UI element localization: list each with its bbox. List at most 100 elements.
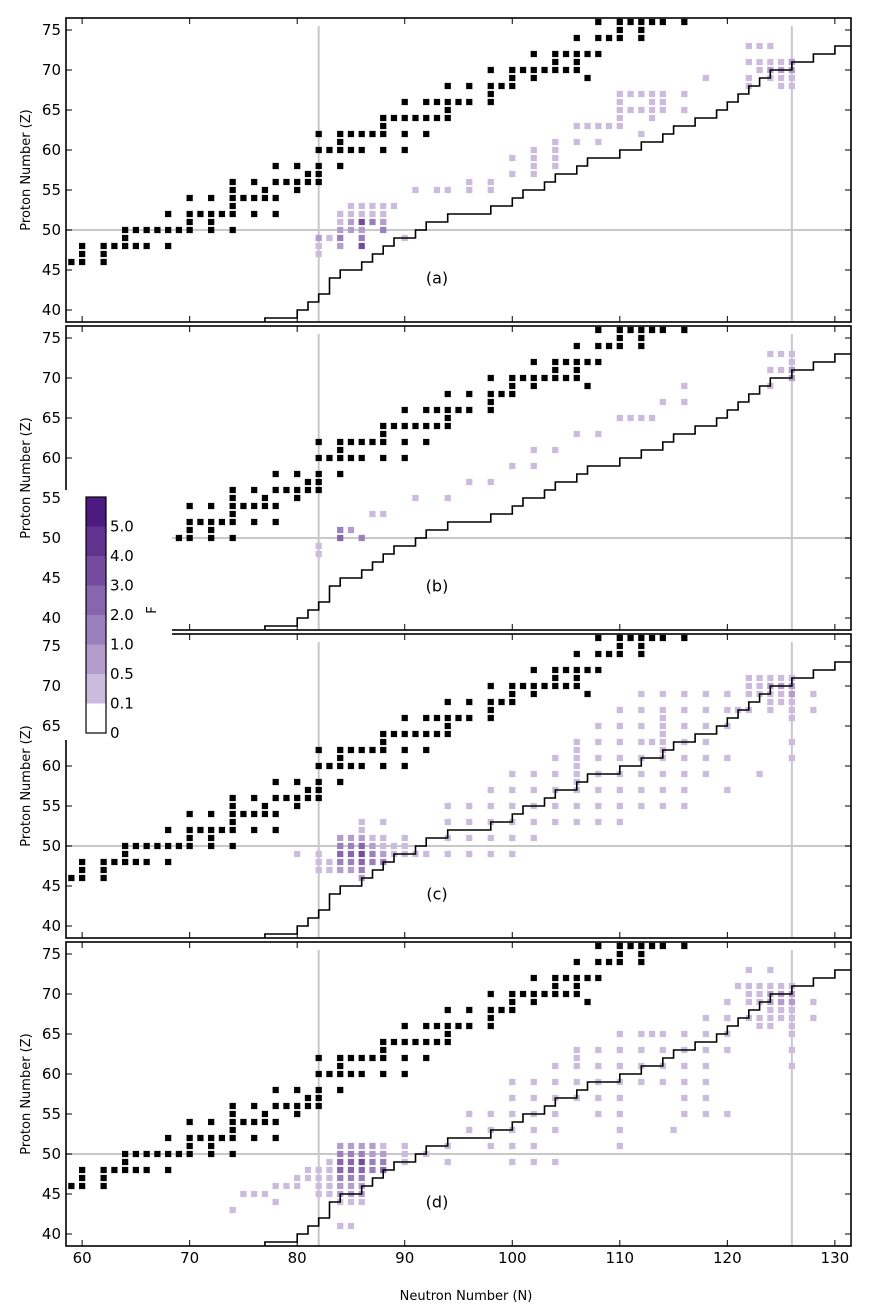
nucleus-cell (358, 226, 365, 234)
stable-nucleus (466, 1022, 473, 1030)
stable-nucleus (530, 66, 537, 74)
stable-nucleus (380, 738, 387, 746)
nucleus-cell (616, 114, 623, 122)
nucleus-cell (240, 1190, 247, 1198)
nucleus-cell (380, 202, 387, 210)
stable-nucleus (595, 666, 602, 674)
stable-nucleus (240, 1118, 247, 1126)
stable-nucleus (261, 802, 269, 810)
nucleus-cell (509, 154, 516, 162)
nucleus-cell (681, 754, 688, 762)
colorbar-tick-label: 2.0 (110, 606, 134, 624)
stable-nucleus (347, 762, 355, 770)
stable-nucleus (541, 990, 548, 998)
stable-nucleus (595, 50, 602, 58)
stable-nucleus (498, 82, 505, 90)
nucleus-cell (487, 186, 494, 194)
nucleus-cell (573, 738, 580, 746)
stable-nucleus (315, 470, 322, 478)
stable-nucleus (595, 358, 602, 366)
stable-nucleus (315, 1070, 322, 1078)
nucleus-cell (369, 510, 376, 518)
stable-nucleus (272, 210, 279, 218)
stable-nucleus (229, 794, 236, 802)
nucleus-cell (552, 770, 559, 778)
stable-nucleus (573, 674, 580, 682)
stable-nucleus (390, 730, 398, 738)
y-tick-label: 40 (42, 609, 61, 627)
nucleus-cell (648, 106, 656, 114)
colorbar-segment (86, 615, 106, 645)
nucleus-cell (724, 1046, 731, 1054)
nucleus-cell (552, 146, 559, 154)
nucleus-cell (530, 462, 537, 470)
stable-nucleus (552, 990, 559, 998)
nucleus-cell (788, 706, 795, 714)
stable-nucleus (240, 810, 247, 818)
stable-nucleus (433, 422, 441, 430)
stable-nucleus (229, 1118, 236, 1126)
stable-nucleus (165, 1134, 172, 1142)
nucleus-cell (648, 114, 656, 122)
stable-nucleus (509, 390, 516, 398)
stable-nucleus (111, 242, 118, 250)
nucleus-cell (681, 770, 688, 778)
nucleus-cell (788, 1046, 795, 1054)
stable-nucleus (541, 66, 548, 74)
stable-nucleus (380, 1038, 387, 1046)
nucleus-cell (659, 1078, 666, 1086)
nucleus-cell (724, 754, 731, 762)
stable-nucleus (100, 866, 107, 874)
stable-nucleus (369, 438, 376, 446)
nucleus-cell (466, 850, 473, 858)
stable-nucleus (165, 226, 172, 234)
stable-nucleus (315, 1102, 322, 1110)
nucleus-cell (530, 170, 537, 178)
stable-nucleus (100, 858, 107, 866)
stable-nucleus (562, 50, 570, 58)
nucleus-cell (444, 818, 451, 826)
stable-nucleus (175, 842, 183, 850)
nucleus-cell (788, 1006, 795, 1014)
stable-nucleus (294, 486, 301, 494)
stable-nucleus (573, 974, 580, 982)
stable-nucleus (304, 486, 312, 494)
stable-nucleus (412, 1038, 419, 1046)
stable-nucleus (595, 342, 602, 350)
stable-nucleus (251, 1134, 258, 1142)
nucleus-cell (358, 842, 365, 850)
nucleus-cell (702, 1014, 709, 1022)
nucleus-cell (659, 98, 666, 106)
stable-nucleus (229, 1150, 236, 1158)
stable-nucleus (229, 818, 236, 826)
stable-nucleus (401, 146, 408, 154)
nucleus-cell (390, 842, 398, 850)
nucleus-cell (380, 210, 387, 218)
stable-nucleus (433, 1022, 441, 1030)
stable-nucleus (638, 334, 645, 342)
nucleus-cell (659, 770, 666, 778)
stable-nucleus (347, 1054, 355, 1062)
nucleus-cell (347, 1142, 355, 1150)
stable-nucleus (552, 666, 559, 674)
stable-nucleus (315, 762, 322, 770)
nucleus-cell (616, 1126, 623, 1134)
nucleus-cell (788, 998, 795, 1006)
stable-nucleus (283, 1102, 290, 1110)
nucleus-cell (369, 1166, 376, 1174)
nucleus-cell (616, 1062, 623, 1070)
stable-nucleus (68, 874, 75, 882)
stable-nucleus (304, 478, 312, 486)
stable-nucleus (337, 470, 344, 478)
stable-nucleus (272, 470, 279, 478)
stable-nucleus (530, 666, 537, 674)
nucleus-cell (326, 866, 333, 874)
nucleus-cell (347, 1174, 355, 1182)
nucleus-cell (756, 674, 763, 682)
stable-nucleus (380, 422, 387, 430)
nucleus-cell (745, 990, 752, 998)
stable-nucleus (337, 746, 344, 754)
stable-nucleus (272, 1134, 279, 1142)
nucleus-cell (788, 1030, 795, 1038)
stable-nucleus (229, 1110, 236, 1118)
